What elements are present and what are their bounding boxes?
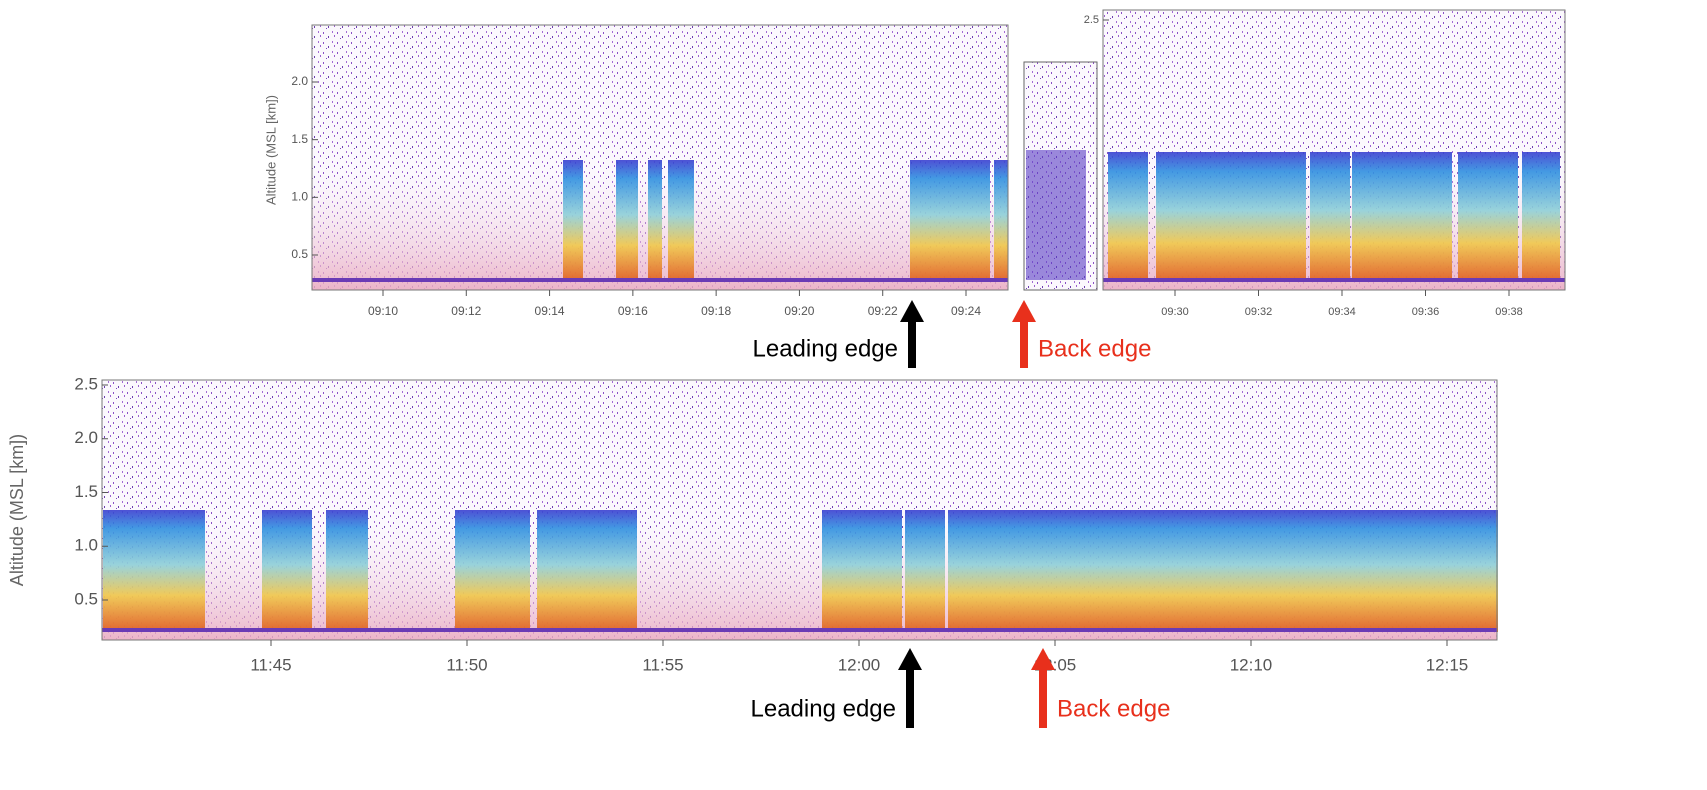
arrow-head: [1031, 648, 1055, 670]
x-tick-label: 09:12: [451, 304, 481, 318]
cloud-echo: [103, 510, 205, 632]
arrow-shaft: [906, 666, 914, 728]
x-tick-label: 12:15: [1426, 655, 1469, 674]
y-tick-label: 1.0: [74, 536, 98, 555]
cloud-echo: [563, 160, 583, 282]
cloud-echo: [1458, 152, 1518, 282]
x-tick-label: 09:14: [535, 304, 565, 318]
arrow-head: [900, 300, 924, 322]
y-tick-label: 0.5: [291, 247, 308, 261]
cloud-echo: [994, 160, 1008, 282]
surface-line: [1103, 278, 1565, 282]
annotation: Back edge: [1057, 695, 1170, 722]
x-tick-label: 09:18: [701, 304, 731, 318]
x-tick-label: 11:55: [642, 655, 683, 674]
y-tick-label: 1.0: [291, 190, 308, 204]
x-tick-label: 09:36: [1412, 306, 1440, 318]
cloud-echo: [616, 160, 638, 282]
cloud-echo: [1352, 152, 1452, 282]
cloud-echo: [537, 510, 637, 632]
x-tick-label: 12:00: [838, 655, 881, 674]
arrow-shaft: [908, 318, 916, 368]
y-tick-label: 2.5: [1084, 14, 1099, 26]
cloud-echo: [1108, 152, 1148, 282]
y-tick-label: 1.5: [291, 132, 308, 146]
cloud-echo: [648, 160, 662, 282]
cloud-echo: [1026, 150, 1086, 280]
y-axis-label: Altitude (MSL [km]): [7, 434, 27, 586]
cloud-echo: [1310, 152, 1350, 282]
x-tick-label: 09:22: [868, 304, 898, 318]
y-tick-label: 1.5: [74, 482, 98, 501]
arrow-shaft: [1039, 666, 1047, 728]
cloud-echo: [1156, 152, 1306, 282]
plot-frame: [101, 379, 1498, 641]
x-tick-label: 11:45: [250, 655, 291, 674]
arrow-head: [1012, 300, 1036, 322]
x-tick-label: 09:16: [618, 304, 648, 318]
annotation: Leading edge: [751, 695, 896, 722]
cloud-echo: [822, 510, 902, 632]
plot-frame: [1102, 9, 1566, 291]
cloud-echo: [1522, 152, 1560, 282]
cloud-echo: [262, 510, 312, 632]
annotation: Back edge: [1038, 335, 1151, 362]
plot-frame: [311, 24, 1009, 291]
cloud-echo: [910, 160, 990, 282]
x-tick-label: 11:50: [446, 655, 487, 674]
cloud-echo: [455, 510, 530, 632]
x-tick-label: 09:20: [784, 304, 814, 318]
annotation: Leading edge: [753, 335, 898, 362]
panels: 2.0 1.5 1.0 0.5 09:10 09:12 09:14 09:16 09:18 09:…: [7, 9, 1566, 728]
x-tick-label: 09:30: [1161, 306, 1189, 318]
y-tick-label: 2.5: [74, 374, 98, 393]
surface-line: [102, 628, 1497, 632]
y-axis-label: Altitude (MSL [km]): [263, 95, 278, 205]
x-tick-label: 09:34: [1328, 306, 1356, 318]
cloud-echo: [668, 160, 694, 282]
x-tick-label: 09:38: [1495, 306, 1523, 318]
cloud-echo: [326, 510, 368, 632]
x-tick-label: 09:24: [951, 304, 981, 318]
arrow-head: [898, 648, 922, 670]
x-tick-label: 09:10: [368, 304, 398, 318]
surface-line: [312, 278, 1008, 282]
x-tick-label: 09:32: [1245, 306, 1273, 318]
y-tick-label: 0.5: [74, 589, 98, 608]
cloud-echo: [948, 510, 1498, 632]
arrow-shaft: [1020, 318, 1028, 368]
x-tick-label: 12:10: [1230, 655, 1273, 674]
y-tick-label: 2.0: [74, 428, 98, 447]
cloud-echo: [905, 510, 945, 632]
y-tick-label: 2.0: [291, 74, 308, 88]
